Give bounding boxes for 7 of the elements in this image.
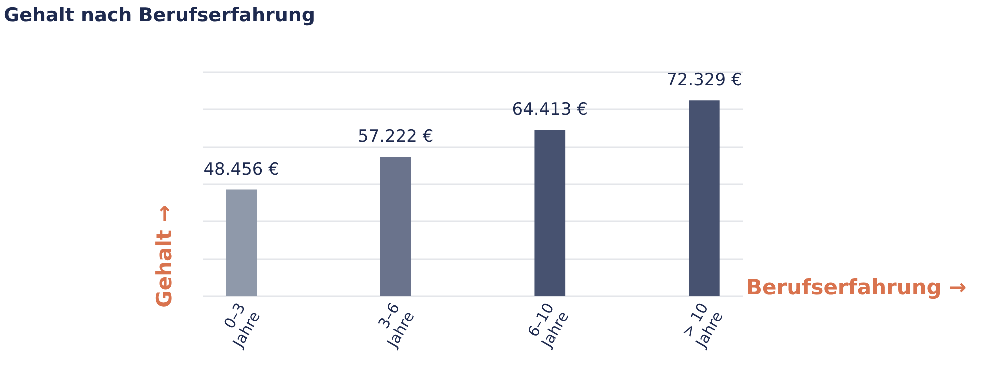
x-axis-title: Berufserfahrung →: [746, 276, 967, 300]
data-label: 48.456 €: [204, 160, 280, 180]
y-axis-title: Gehalt →: [152, 205, 176, 308]
data-label: 64.413 €: [512, 100, 588, 120]
data-label: 57.222 €: [358, 127, 434, 148]
chart-title: Gehalt nach Berufserfahrung: [4, 4, 316, 27]
data-label: 72.329 €: [666, 70, 742, 91]
